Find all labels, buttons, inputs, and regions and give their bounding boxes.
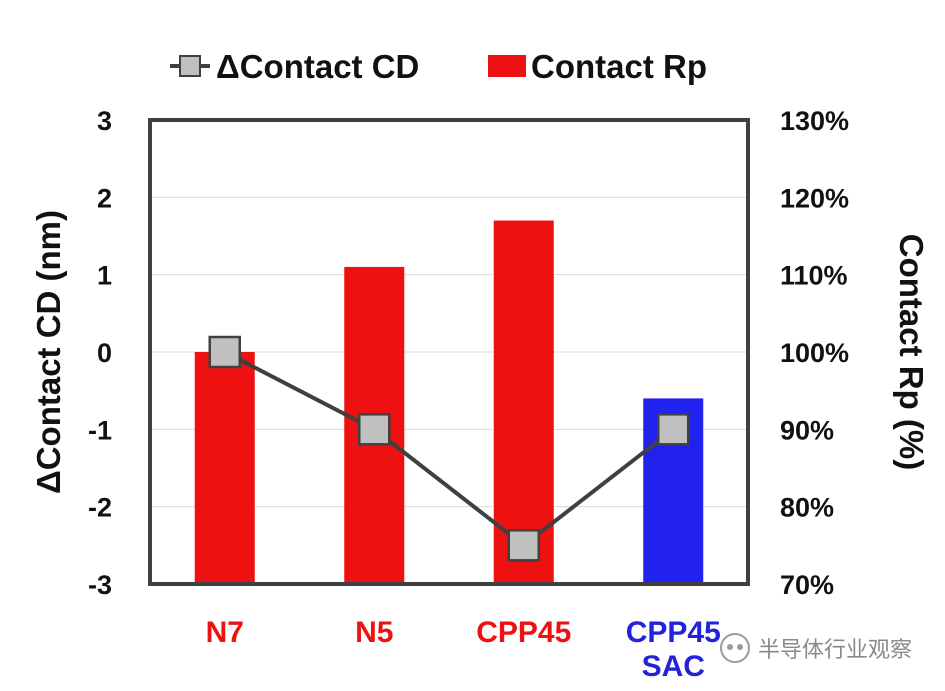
line-marker <box>208 335 241 369</box>
left-tick-label: -2 <box>88 493 112 523</box>
wechat-icon <box>720 633 750 663</box>
left-tick-label: -1 <box>88 415 112 445</box>
category-label: SAC <box>642 650 705 683</box>
right-tick-label: 90% <box>780 415 834 445</box>
left-tick-label: -3 <box>88 570 112 600</box>
category-label: N5 <box>355 616 393 649</box>
left-tick-label: 1 <box>97 261 112 291</box>
watermark-text: 半导体行业观察 <box>758 638 913 663</box>
right-tick-label: 70% <box>780 570 834 600</box>
line-marker <box>358 413 391 446</box>
watermark: 半导体行业观察 <box>720 632 912 664</box>
right-tick-label: 80% <box>780 493 834 523</box>
bar-cpp45 <box>493 220 554 585</box>
right-tick-label: 110% <box>780 261 848 291</box>
category-label: CPP45 <box>626 616 721 649</box>
bar-n7 <box>194 352 255 584</box>
category-label: N7 <box>206 616 244 649</box>
left-tick-label: 0 <box>97 338 112 368</box>
legend-line-label: ΔContact CD <box>216 48 419 85</box>
line-marker <box>657 413 690 446</box>
right-axis-title: Contact Rp (%) <box>893 234 930 470</box>
right-tick-label: 100% <box>780 338 849 368</box>
plot-border <box>148 118 750 586</box>
line-marker <box>507 529 540 562</box>
legend-line-marker <box>179 55 201 77</box>
legend-bar-swatch <box>488 55 526 77</box>
category-label: CPP45 <box>476 616 571 649</box>
right-tick-label: 120% <box>780 183 849 213</box>
left-axis-title: ΔContact CD (nm) <box>30 210 67 494</box>
left-tick-label: 3 <box>97 106 112 136</box>
line-series <box>223 350 675 548</box>
left-tick-label: 2 <box>97 183 112 213</box>
legend-bar-label: Contact Rp <box>531 48 707 85</box>
right-tick-label: 130% <box>780 106 849 136</box>
